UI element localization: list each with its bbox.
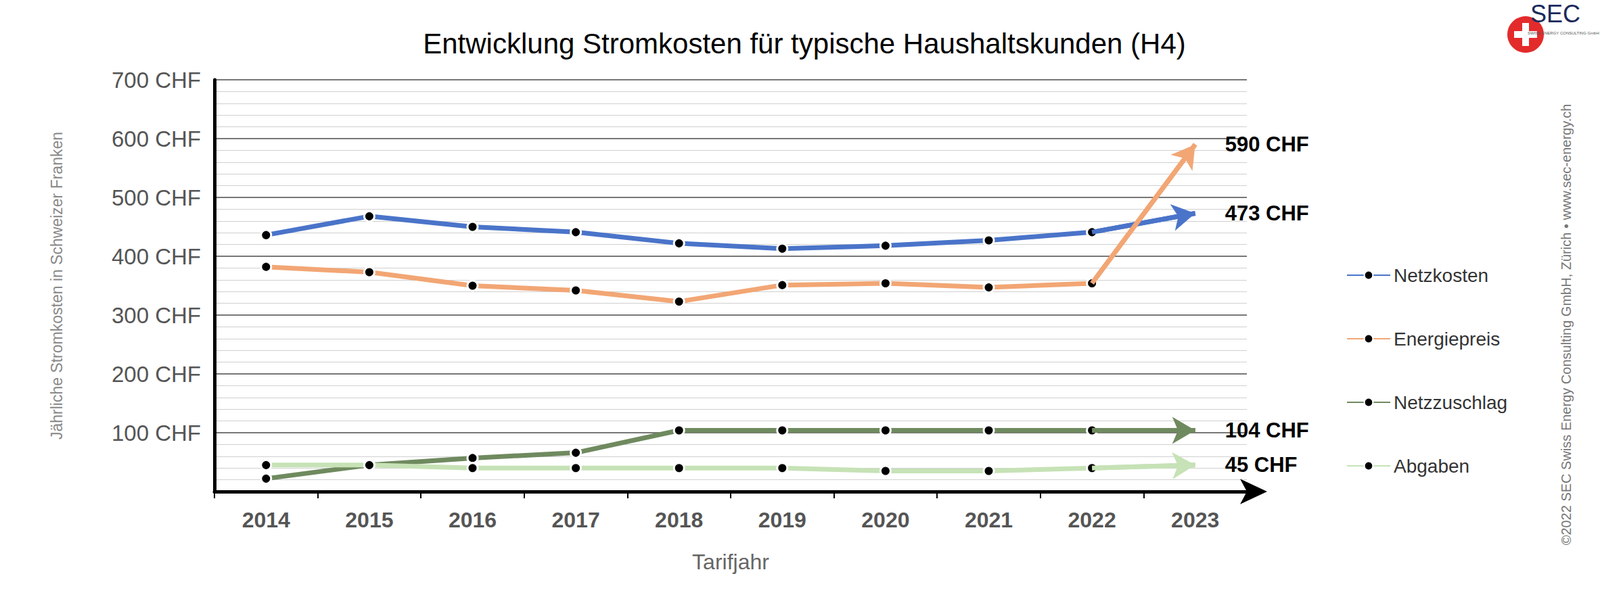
svg-text:Netzzuschlag: Netzzuschlag xyxy=(1393,392,1508,414)
svg-text:Energiepreis: Energiepreis xyxy=(1393,328,1500,350)
svg-text:Jährliche Stromkosten in Schwe: Jährliche Stromkosten in Schweizer Frank… xyxy=(48,131,66,440)
svg-text:100 CHF: 100 CHF xyxy=(111,420,201,446)
svg-text:2016: 2016 xyxy=(448,508,497,533)
svg-text:2015: 2015 xyxy=(345,508,394,533)
svg-text:500 CHF: 500 CHF xyxy=(111,185,201,211)
svg-text:©2022 SEC Swiss Energy Consult: ©2022 SEC Swiss Energy Consulting GmbH, … xyxy=(1558,104,1574,546)
svg-text:700 CHF: 700 CHF xyxy=(111,67,201,93)
svg-text:400 CHF: 400 CHF xyxy=(111,244,201,270)
svg-text:45 CHF: 45 CHF xyxy=(1225,453,1298,477)
svg-text:104 CHF: 104 CHF xyxy=(1225,418,1310,443)
svg-text:Netzkosten: Netzkosten xyxy=(1393,265,1489,287)
svg-text:SWISS ENERGY CONSULTING GmbH: SWISS ENERGY CONSULTING GmbH xyxy=(1527,31,1600,36)
svg-text:Tarifjahr: Tarifjahr xyxy=(692,550,770,575)
svg-text:600 CHF: 600 CHF xyxy=(111,126,201,152)
svg-text:200 CHF: 200 CHF xyxy=(111,361,201,387)
svg-text:2022: 2022 xyxy=(1068,508,1117,533)
svg-text:SEC: SEC xyxy=(1530,0,1581,28)
svg-text:473 CHF: 473 CHF xyxy=(1225,201,1310,226)
svg-text:590 CHF: 590 CHF xyxy=(1225,132,1310,157)
svg-text:Abgaben: Abgaben xyxy=(1393,455,1470,477)
svg-text:2014: 2014 xyxy=(242,508,291,533)
svg-text:2019: 2019 xyxy=(758,508,807,533)
svg-text:2020: 2020 xyxy=(861,508,910,533)
svg-text:2021: 2021 xyxy=(964,508,1013,533)
svg-text:Entwicklung Stromkosten für ty: Entwicklung Stromkosten für typische Hau… xyxy=(422,27,1186,60)
svg-text:2017: 2017 xyxy=(552,508,601,533)
svg-text:300 CHF: 300 CHF xyxy=(111,303,201,329)
svg-text:2023: 2023 xyxy=(1171,508,1220,533)
svg-text:2018: 2018 xyxy=(654,508,703,533)
